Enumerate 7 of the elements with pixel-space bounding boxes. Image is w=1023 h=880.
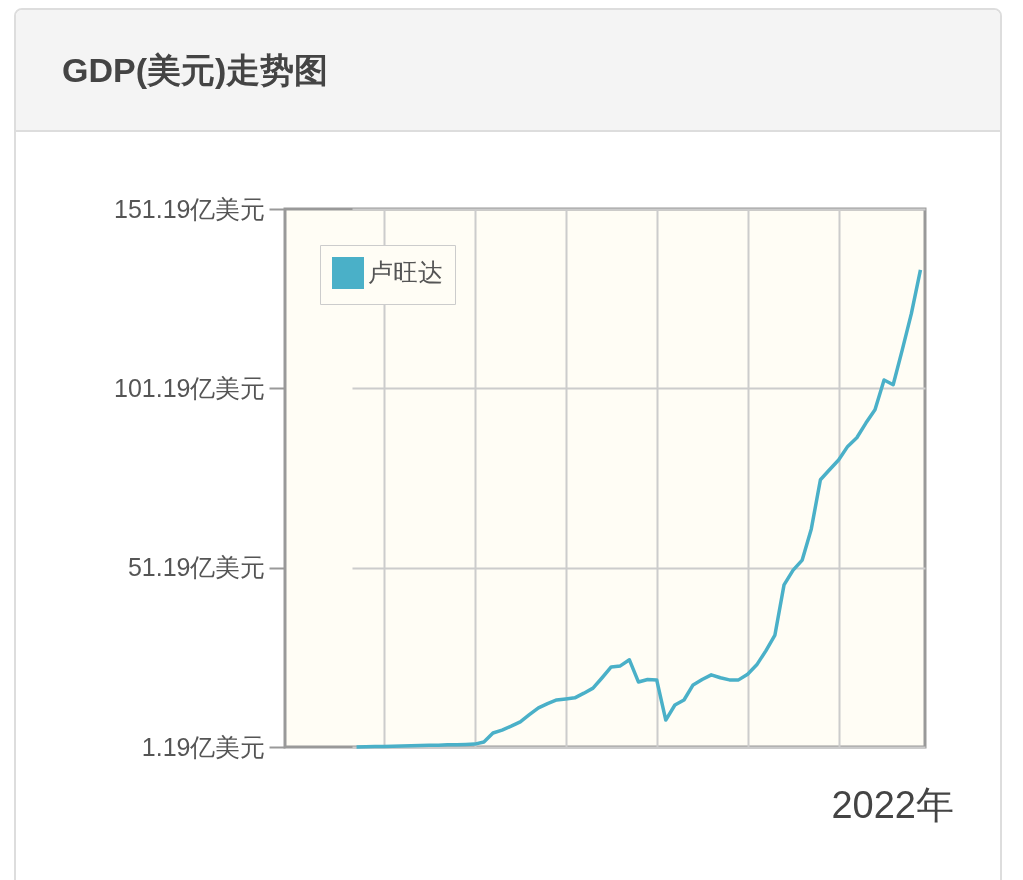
legend-label: 卢旺达 xyxy=(368,258,443,286)
y-tick-label: 1.19亿美元 xyxy=(141,732,266,761)
y-tick-label: 151.19亿美元 xyxy=(114,194,266,223)
text: 2022年 xyxy=(831,783,954,828)
y-tick-label: 51.19亿美元 xyxy=(127,553,266,582)
chart-title: GDP(美元)走势图 xyxy=(16,10,1000,132)
y-tick-label: 101.19亿美元 xyxy=(114,373,266,402)
